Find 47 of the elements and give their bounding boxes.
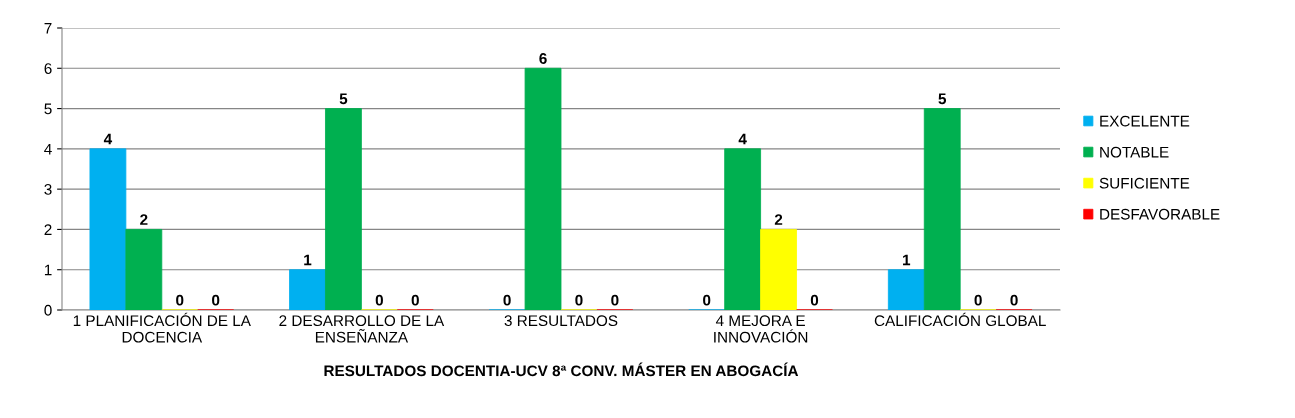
y-tick-label: 7 (44, 23, 52, 34)
bar (325, 108, 362, 310)
data-label: 0 (703, 294, 711, 306)
data-label: 2 (774, 214, 783, 225)
bar (887, 269, 925, 310)
legend-label: NOTABLE (1100, 146, 1169, 158)
x-tick-label: 2 DESARROLLO DE LA ENSEÑANZA (279, 315, 445, 343)
data-label: 0 (810, 294, 819, 306)
data-label: 0 (375, 294, 383, 306)
y-tick-label: 2 (44, 224, 52, 235)
data-label: 4 (103, 133, 113, 145)
y-tick-label: 4 (44, 143, 52, 155)
data-label: 5 (339, 93, 348, 105)
x-tick-label: 1 PLANIFICACIÓN DE LA DOCENCIA (73, 312, 251, 343)
bar (724, 148, 762, 310)
bar (524, 67, 562, 310)
data-label: 1 (304, 254, 312, 266)
legend-label: SUFICIENTE (1099, 177, 1190, 189)
legend-label: EXCELENTE (1100, 115, 1190, 127)
data-label: 0 (503, 294, 511, 306)
legend-label: DESFAVORABLE (1100, 208, 1220, 220)
bar (760, 229, 797, 310)
x-tick-label: CALIFICACIÓN GLOBAL (874, 312, 1046, 327)
y-tick-label: 3 (44, 184, 52, 195)
data-label: 0 (411, 294, 419, 306)
data-label: 0 (575, 294, 583, 306)
data-label: 4 (738, 133, 747, 145)
data-label: 0 (1010, 294, 1018, 306)
data-label: 0 (611, 294, 619, 306)
bar (125, 229, 163, 310)
data-label: 0 (974, 294, 982, 306)
y-tick-label: 1 (44, 264, 52, 276)
data-label: 5 (938, 93, 947, 105)
x-tick-label: 3 RESULTADOS (504, 315, 618, 327)
data-label: 6 (539, 53, 547, 64)
data-label: 0 (212, 294, 220, 306)
y-tick-label: 6 (44, 63, 52, 74)
bar (289, 269, 326, 310)
y-tick-label: 5 (44, 103, 52, 115)
y-tick-label: 0 (44, 304, 52, 316)
x-axis-title: RESULTADOS DOCENTIA-UCV 8ª CONV. MÁSTER EN ABOGACÍA (324, 362, 799, 377)
data-label: 2 (140, 214, 148, 225)
bar (923, 108, 961, 310)
data-label: 0 (176, 294, 184, 306)
bar (89, 148, 127, 310)
data-label: 1 (903, 254, 911, 266)
x-tick-label: 4 MEJORA E INNOVACIÓN (714, 315, 808, 343)
